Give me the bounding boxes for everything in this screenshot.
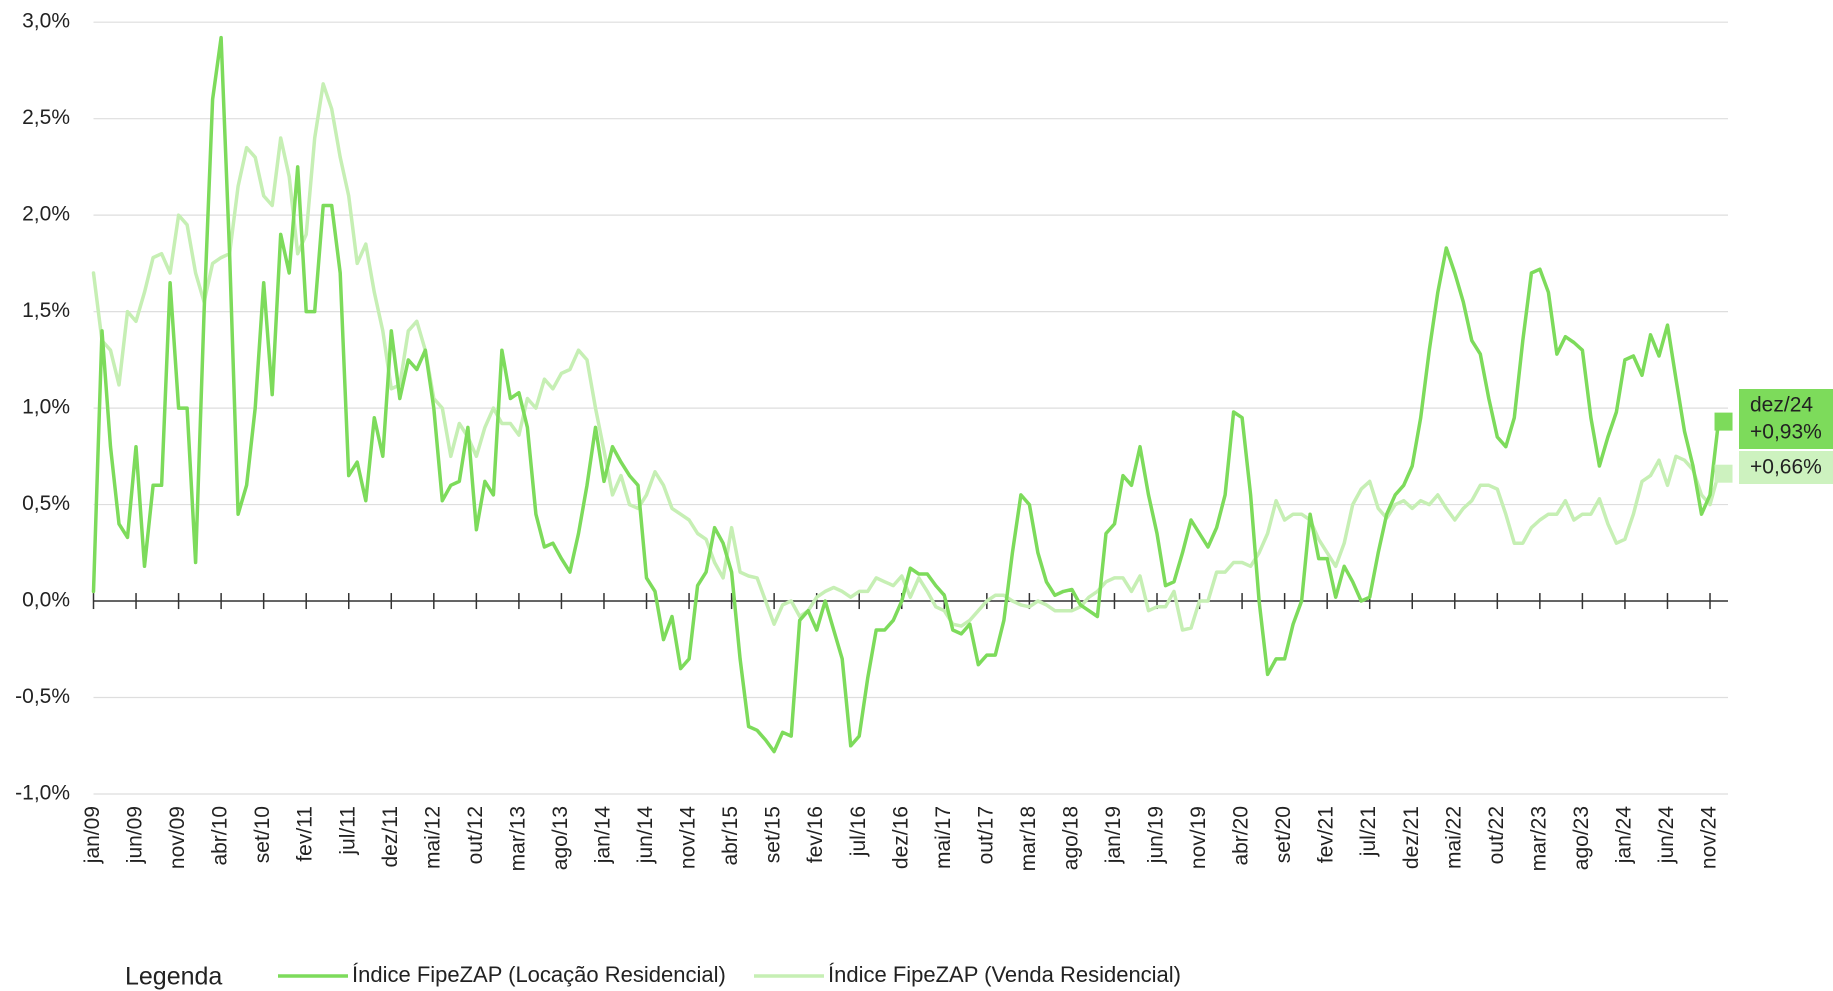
y-tick-label: 0,5% xyxy=(22,492,70,515)
x-tick-label: out/17 xyxy=(974,806,997,864)
x-tick-label: nov/09 xyxy=(166,806,189,869)
x-tick-label: dez/11 xyxy=(379,806,402,868)
x-tick-label: mar/13 xyxy=(506,806,529,871)
x-tick-label: jan/24 xyxy=(1612,806,1635,865)
x-tick-label: set/15 xyxy=(762,806,785,863)
y-tick-label: -0,5% xyxy=(15,685,70,708)
x-tick-label: jun/19 xyxy=(1145,806,1168,864)
x-tick-label: set/20 xyxy=(1272,806,1295,863)
x-tick-label: out/12 xyxy=(464,806,487,864)
y-tick-label: -1,0% xyxy=(15,782,70,805)
y-tick-label: 2,0% xyxy=(22,203,70,226)
x-tick-label: ago/23 xyxy=(1570,806,1593,870)
x-tick-label: abr/10 xyxy=(209,806,232,866)
x-tick-label: nov/14 xyxy=(677,806,700,869)
x-tick-label: abr/20 xyxy=(1230,806,1253,866)
legend-label: Índice FipeZAP (Locação Residencial) xyxy=(352,962,726,987)
end-label: +0,93% xyxy=(1750,421,1822,444)
x-tick-label: set/10 xyxy=(251,806,274,863)
x-tick-label: out/22 xyxy=(1485,806,1508,864)
x-tick-label: mai/12 xyxy=(421,806,444,869)
x-tick-label: jan/14 xyxy=(592,806,615,865)
x-tick-label: fev/21 xyxy=(1315,806,1338,863)
y-tick-label: 1,5% xyxy=(22,299,70,322)
x-tick-label: dez/16 xyxy=(889,806,912,869)
legend-title: Legenda xyxy=(125,963,222,991)
x-tick-label: ago/13 xyxy=(549,806,572,870)
end-marker xyxy=(1714,412,1733,431)
series-line xyxy=(91,35,1721,754)
x-tick-label: nov/24 xyxy=(1698,806,1721,869)
x-tick-label: jan/09 xyxy=(81,806,104,864)
x-tick-label: jul/21 xyxy=(1357,806,1380,857)
x-tick-label: jul/11 xyxy=(336,806,359,856)
x-tick-label: abr/15 xyxy=(719,806,742,866)
x-tick-label: jan/19 xyxy=(1102,806,1125,864)
x-tick-label: jun/14 xyxy=(634,806,657,865)
end-label-box xyxy=(1739,451,1833,484)
y-tick-label: 3,0% xyxy=(22,10,70,33)
y-tick-label: 2,5% xyxy=(22,106,70,129)
x-tick-label: jul/16 xyxy=(847,806,870,857)
y-tick-label: 0,0% xyxy=(22,589,70,612)
x-tick-label: jun/24 xyxy=(1655,806,1678,865)
x-tick-label: mar/18 xyxy=(1017,806,1040,871)
x-tick-label: nov/19 xyxy=(1187,806,1210,869)
x-tick-label: jun/09 xyxy=(124,806,147,864)
x-tick-label: fev/16 xyxy=(804,806,827,863)
x-tick-label: fev/11 xyxy=(294,806,317,862)
end-marker xyxy=(1714,464,1733,483)
x-tick-label: ago/18 xyxy=(1059,806,1082,870)
end-label: dez/24 xyxy=(1750,394,1813,417)
y-tick-label: 1,0% xyxy=(22,396,70,419)
series-line xyxy=(91,82,1721,632)
end-label-box xyxy=(1739,389,1833,449)
x-tick-label: dez/21 xyxy=(1400,806,1423,869)
x-tick-label: mai/17 xyxy=(932,806,955,869)
x-tick-label: mai/22 xyxy=(1442,806,1465,869)
end-label: +0,66% xyxy=(1750,456,1822,479)
x-tick-label: mar/23 xyxy=(1527,806,1550,871)
legend-label: Índice FipeZAP (Venda Residencial) xyxy=(828,962,1181,987)
